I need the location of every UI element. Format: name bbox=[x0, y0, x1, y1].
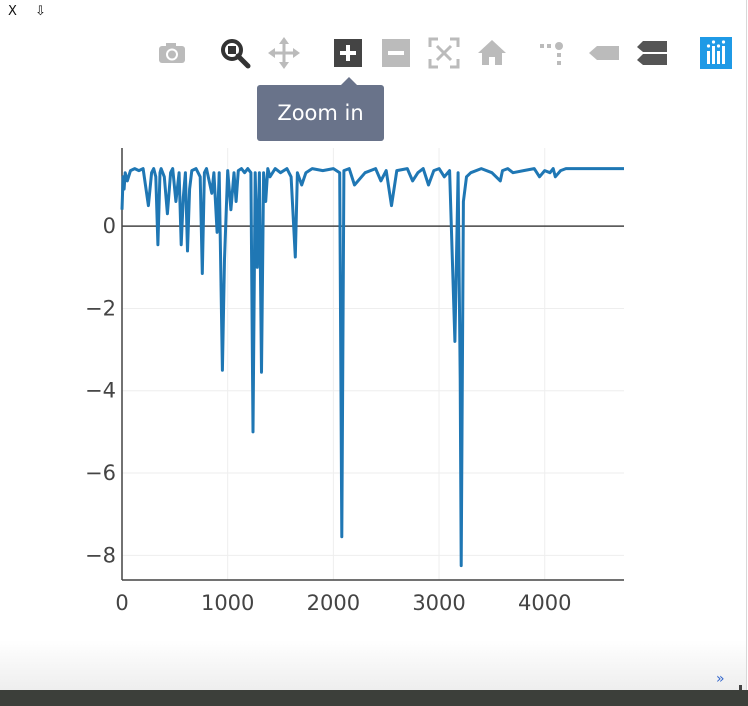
y-tick-label: 0 bbox=[103, 214, 116, 238]
modebar bbox=[0, 36, 748, 72]
x-tick-label: 1000 bbox=[201, 591, 254, 615]
x-tick-label: 3000 bbox=[412, 591, 465, 615]
expand-icon[interactable]: » bbox=[716, 671, 725, 687]
background-strip bbox=[0, 690, 748, 706]
zoom-in-icon[interactable] bbox=[331, 36, 365, 70]
plotly-logo-icon[interactable] bbox=[699, 36, 733, 70]
pan-icon[interactable] bbox=[267, 36, 301, 70]
spike-lines-icon[interactable] bbox=[536, 36, 570, 70]
download-icon[interactable]: ⇩ bbox=[35, 4, 46, 19]
hover-compare-icon[interactable] bbox=[635, 36, 669, 70]
series-layer bbox=[120, 167, 624, 568]
hover-closest-icon[interactable] bbox=[587, 36, 621, 70]
bottom-panel bbox=[0, 640, 746, 690]
zoom-out-icon[interactable] bbox=[379, 36, 413, 70]
y-tick-label: −8 bbox=[85, 543, 116, 567]
x-tick-label: 2000 bbox=[307, 591, 360, 615]
y-tick-label: −4 bbox=[85, 379, 116, 403]
x-tick-label: 0 bbox=[115, 591, 128, 615]
home-icon[interactable] bbox=[475, 36, 509, 70]
autoscale-icon[interactable] bbox=[427, 36, 461, 70]
y-tick-label: −6 bbox=[85, 461, 116, 485]
series-line-0 bbox=[120, 167, 624, 568]
camera-icon[interactable] bbox=[155, 36, 189, 70]
close-button[interactable]: X bbox=[8, 4, 17, 19]
line-chart[interactable]: 0 1000 2000 3000 4000 0 −2 −4 −6 −8 bbox=[0, 140, 748, 620]
y-tick-label: −2 bbox=[85, 296, 116, 320]
tooltip-text: Zoom in bbox=[277, 101, 364, 125]
x-tick-label: 4000 bbox=[518, 591, 571, 615]
grid-lines bbox=[122, 148, 624, 580]
zoom-icon[interactable] bbox=[218, 36, 252, 70]
tick-labels: 0 1000 2000 3000 4000 0 −2 −4 −6 −8 bbox=[85, 214, 571, 615]
window-controls: X ⇩ bbox=[8, 4, 60, 19]
zoom-in-tooltip: Zoom in bbox=[257, 77, 384, 141]
axes bbox=[121, 148, 624, 581]
